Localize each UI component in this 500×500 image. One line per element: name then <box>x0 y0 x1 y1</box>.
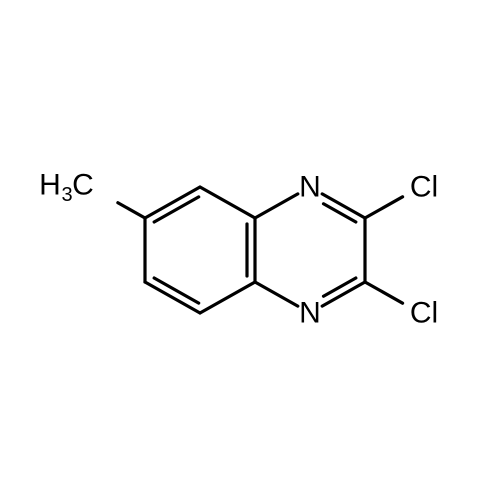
molecule-diagram: N N Cl Cl H3C <box>0 0 500 500</box>
atom-label-cl: Cl <box>410 297 438 330</box>
bond <box>200 187 255 218</box>
atom-label-n: N <box>299 171 321 204</box>
atom-label-cl: Cl <box>410 171 438 204</box>
bond <box>323 278 355 296</box>
methyl-label-part: C <box>72 169 94 202</box>
atom-label-n: N <box>299 297 321 330</box>
methyl-label-part: 3 <box>61 184 72 206</box>
bond <box>255 282 298 306</box>
bond <box>365 282 403 303</box>
bond <box>200 282 255 313</box>
bond <box>255 194 298 218</box>
methyl-label-part: H <box>39 169 61 202</box>
bond <box>323 204 355 222</box>
bond <box>118 203 145 218</box>
bond <box>365 197 403 218</box>
